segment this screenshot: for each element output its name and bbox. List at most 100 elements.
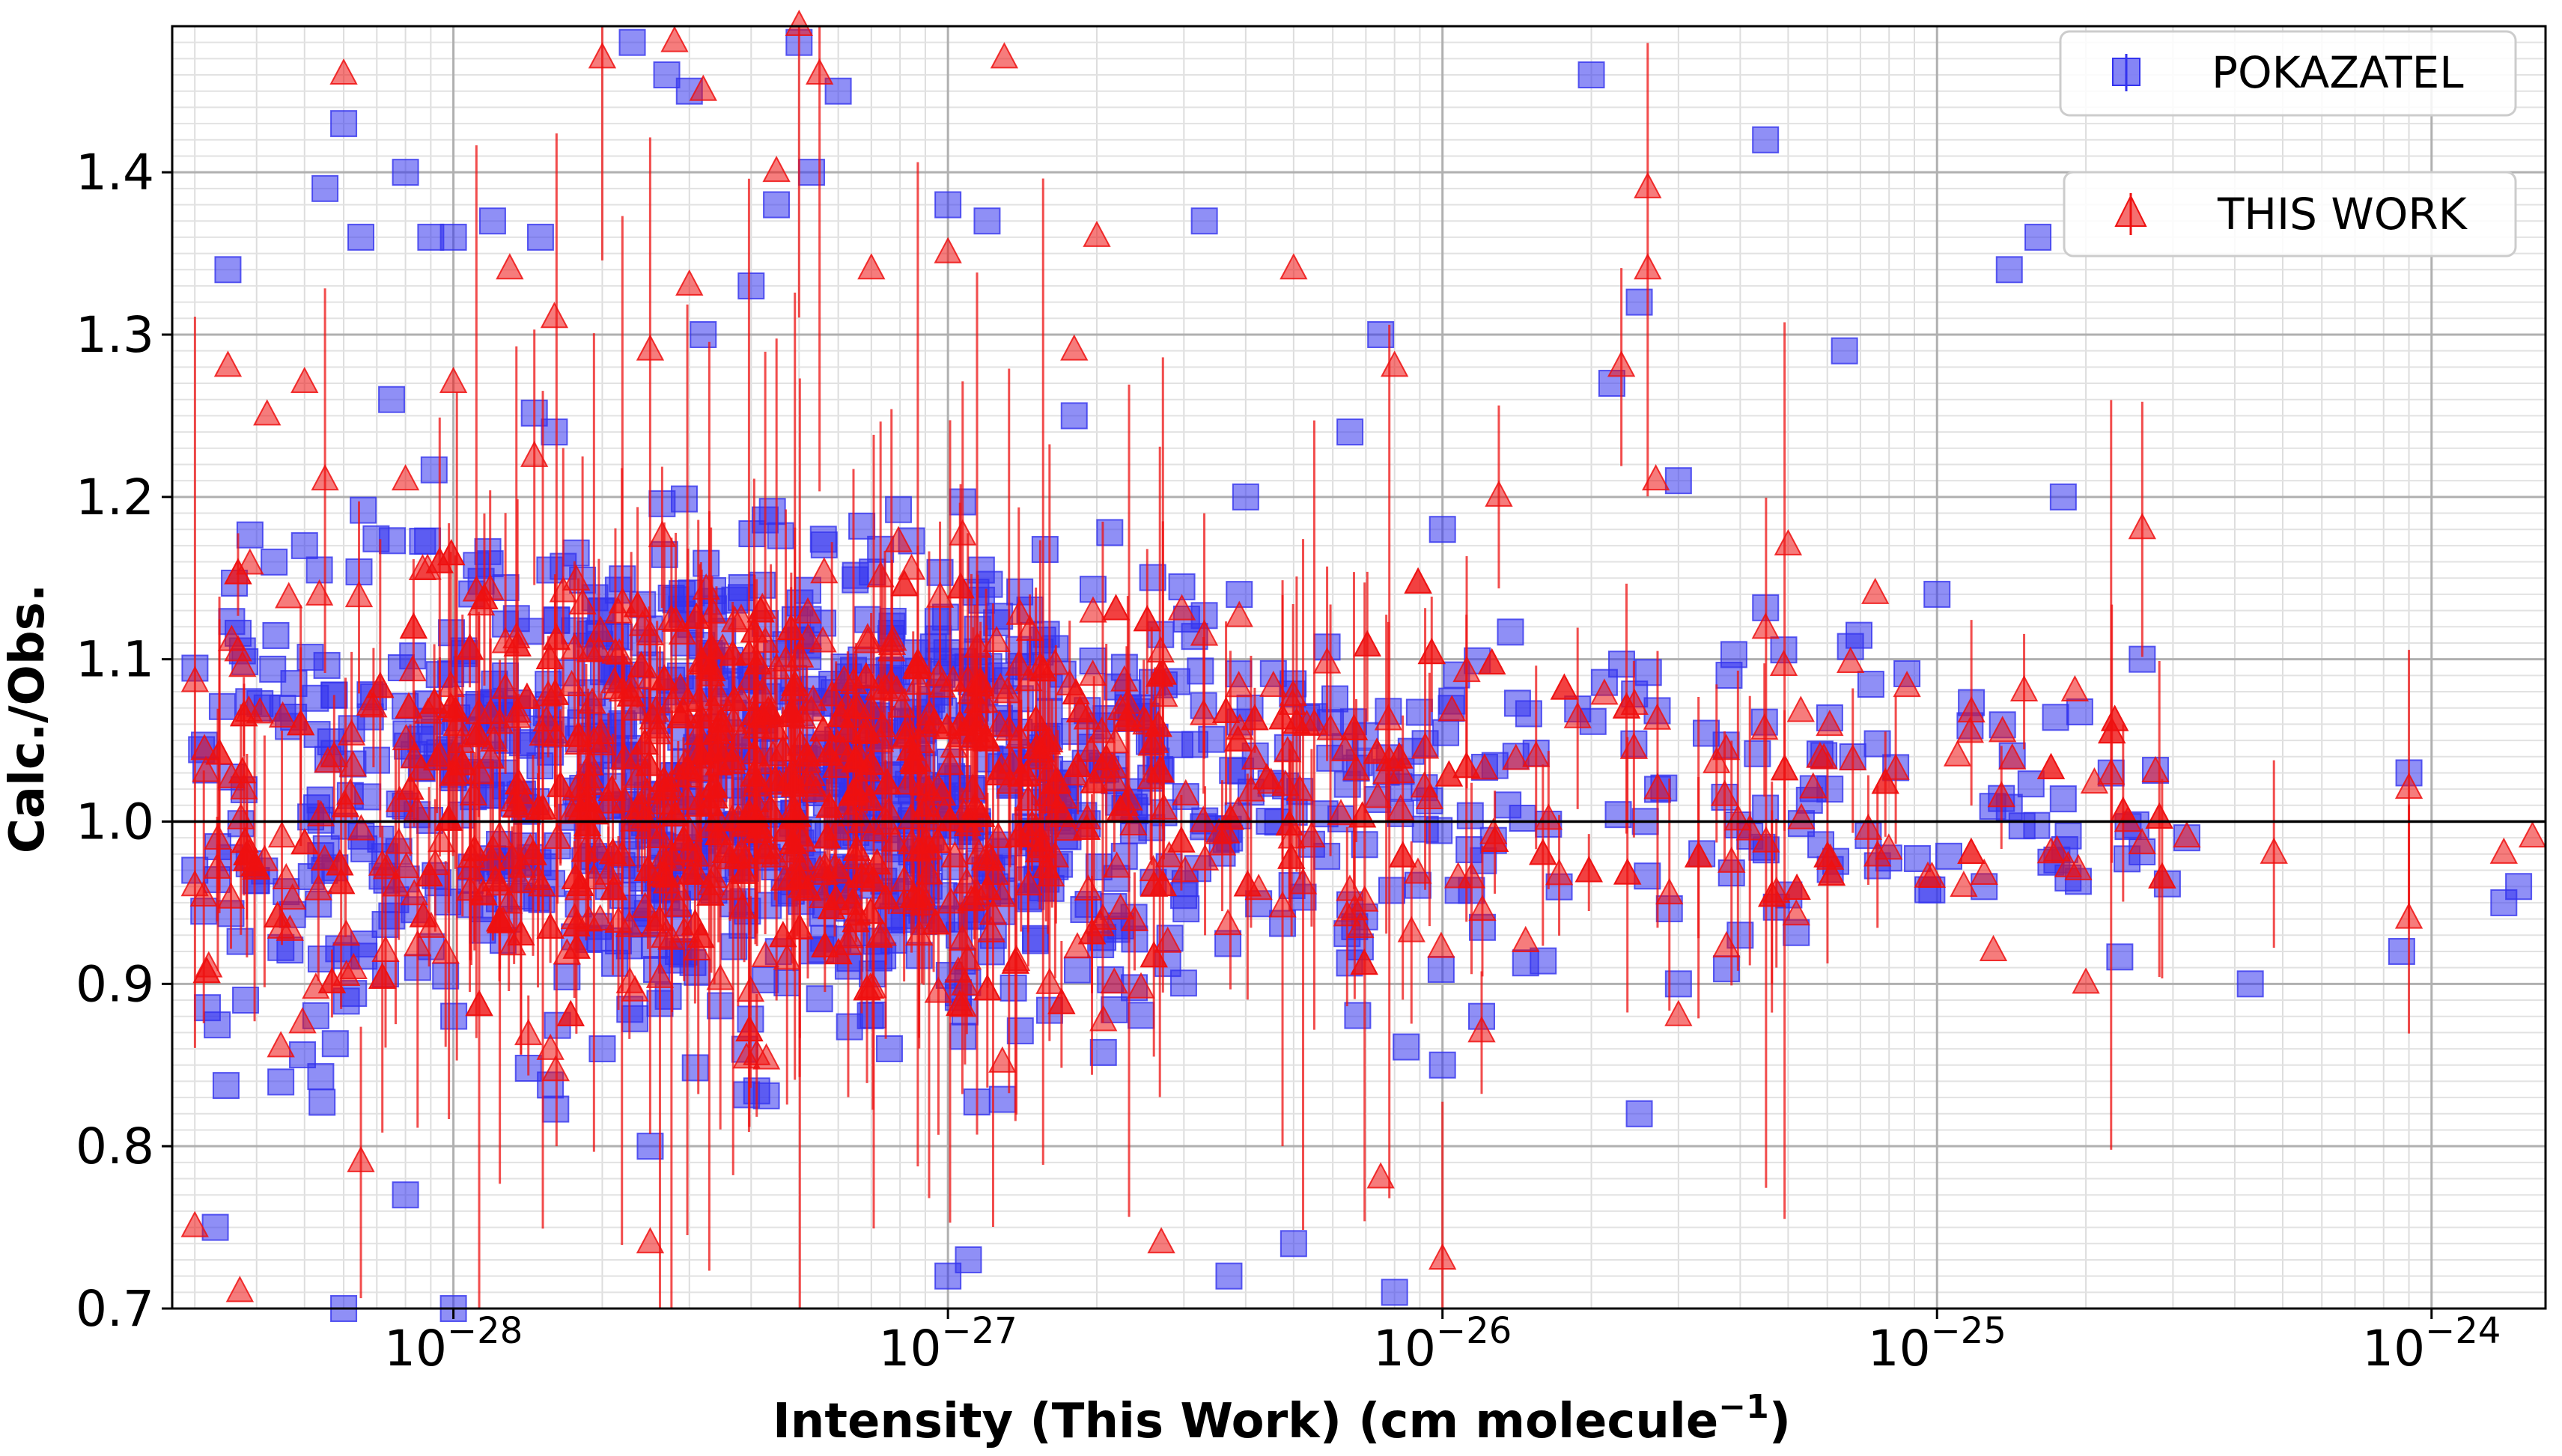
this-work-marker	[541, 1055, 570, 1082]
legend-box-this-work	[2063, 171, 2517, 258]
pokazatel-marker	[1497, 618, 1524, 646]
this-work-marker	[180, 1210, 209, 1237]
legend-box-pokazatel	[2059, 30, 2517, 117]
this-work-marker	[371, 935, 400, 962]
this-work-marker	[230, 700, 258, 727]
pokazatel-marker	[618, 28, 646, 56]
this-work-marker	[331, 791, 360, 817]
this-work-marker	[272, 862, 300, 889]
this-work-marker	[873, 768, 901, 795]
y-tick-label: 1.4	[76, 144, 154, 201]
this-work-marker	[635, 749, 663, 776]
pokazatel-marker	[1187, 657, 1214, 685]
this-work-marker	[1223, 725, 1253, 752]
this-work-marker	[1133, 605, 1161, 632]
pokazatel-marker	[392, 1181, 419, 1209]
this-work-marker	[1021, 704, 1050, 731]
this-work-marker	[1080, 767, 1108, 794]
this-work-marker	[1100, 967, 1128, 994]
pokazatel-marker	[526, 223, 554, 251]
pokazatel-marker	[562, 539, 590, 567]
this-work-marker	[1212, 817, 1241, 844]
this-work-marker	[562, 932, 591, 959]
this-work-marker	[842, 776, 871, 802]
this-work-marker	[1150, 680, 1178, 707]
this-work-marker	[2148, 862, 2176, 889]
this-work-marker	[673, 783, 702, 810]
this-work-marker	[1664, 999, 1693, 1026]
this-work-marker	[2145, 802, 2173, 829]
this-work-marker	[982, 625, 1011, 653]
this-work-marker	[859, 865, 888, 892]
this-work-marker	[785, 9, 813, 36]
legend-label-this-work: THIS WORK	[2217, 189, 2468, 240]
this-work-marker	[1340, 894, 1369, 921]
this-work-marker	[923, 826, 952, 853]
this-work-marker	[311, 464, 339, 491]
this-work-marker	[1389, 841, 1417, 868]
this-work-marker	[1467, 1016, 1496, 1043]
this-work-marker	[1404, 567, 1432, 594]
this-work-marker	[711, 836, 740, 864]
this-work-marker	[568, 588, 597, 615]
this-work-marker	[2036, 752, 2066, 779]
this-work-marker	[1443, 862, 1473, 889]
this-work-marker	[1427, 931, 1455, 958]
this-work-marker	[1241, 704, 1269, 731]
this-work-marker	[740, 760, 768, 787]
pokazatel-marker	[194, 994, 222, 1022]
this-work-marker	[967, 670, 995, 697]
this-work-marker	[231, 826, 259, 853]
this-work-marker	[1512, 925, 1540, 952]
this-work-marker	[815, 791, 844, 818]
pokazatel-marker	[1405, 698, 1433, 726]
pokazatel-marker	[1428, 516, 1456, 543]
x-axis-title-exponent: −1	[1718, 1388, 1768, 1426]
legend-entry-pokazatel: POKAZATEL	[2059, 30, 2517, 117]
this-work-marker	[706, 963, 734, 990]
this-work-marker	[1655, 878, 1684, 905]
this-work-marker	[1839, 743, 1867, 771]
this-work-marker	[1211, 696, 1241, 723]
this-work-marker	[944, 956, 973, 983]
x-tick-label: 10−28	[384, 1310, 523, 1377]
this-work-marker	[1225, 600, 1253, 627]
this-work-marker	[442, 710, 471, 737]
pokazatel-marker	[1190, 207, 1218, 235]
this-work-marker	[669, 824, 698, 851]
pokazatel-marker	[1344, 1002, 1372, 1029]
this-work-marker	[1387, 794, 1415, 821]
x-tick-label: 10−27	[879, 1310, 1017, 1377]
pokazatel-marker	[363, 746, 391, 774]
this-work-marker	[502, 791, 530, 818]
pokazatel-marker	[267, 1068, 295, 1096]
this-work-marker	[431, 937, 460, 964]
this-work-marker	[600, 667, 629, 694]
this-work-marker	[1478, 648, 1506, 674]
this-work-marker	[1634, 253, 1662, 280]
this-work-marker	[934, 237, 962, 264]
pokazatel-marker	[259, 655, 287, 683]
this-work-marker	[507, 919, 535, 945]
legend-marker-square	[2112, 58, 2140, 86]
pokazatel-marker	[621, 1005, 649, 1032]
x-tick-label: 10−26	[1373, 1310, 1512, 1377]
this-work-marker	[2518, 821, 2547, 848]
this-work-marker	[399, 612, 428, 639]
this-work-marker	[1063, 750, 1092, 777]
this-work-marker	[1643, 773, 1672, 799]
pokazatel-marker	[236, 521, 264, 549]
pokazatel-marker	[1664, 467, 1692, 495]
this-work-marker	[605, 638, 633, 665]
this-work-marker	[1437, 695, 1466, 722]
this-work-marker	[777, 696, 806, 723]
this-work-marker	[727, 603, 755, 630]
this-work-marker	[547, 770, 575, 797]
this-work-marker	[1148, 869, 1178, 897]
this-work-marker	[1684, 841, 1713, 868]
pokazatel-marker	[955, 1246, 982, 1273]
this-work-marker	[1189, 805, 1217, 832]
this-work-marker	[1643, 703, 1672, 730]
this-work-marker	[425, 546, 454, 573]
pokazatel-marker	[420, 456, 448, 484]
